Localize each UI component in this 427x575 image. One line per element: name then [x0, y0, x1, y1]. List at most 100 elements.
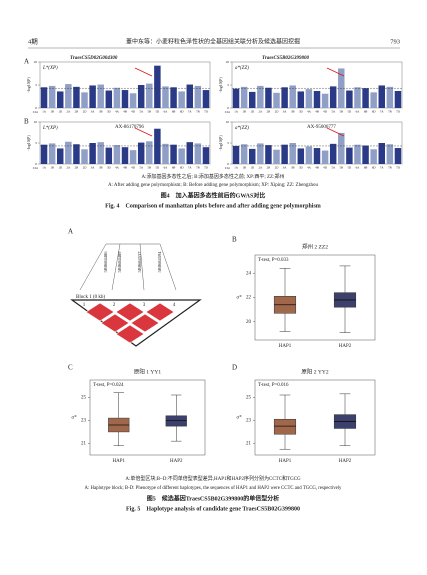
chromosome-signal	[97, 142, 104, 164]
chromosome-signal	[232, 88, 240, 108]
chromosome-signal	[354, 144, 361, 164]
box	[165, 415, 187, 427]
x-tick-label: 2B	[267, 166, 271, 170]
chromosome-signal	[202, 90, 210, 108]
x-tick-label: 7D	[396, 166, 401, 170]
trait-label: a*(ZZ)	[235, 66, 249, 71]
chromosome-signal	[240, 86, 248, 108]
x-tick-label: 6A	[356, 110, 361, 114]
chromosome-signal	[394, 148, 402, 164]
x-tick-label: 4B	[315, 166, 319, 170]
page-number: 793	[390, 38, 400, 45]
x-tick-label: 4B	[315, 110, 319, 114]
x-tick-label: 4B	[123, 110, 127, 114]
chromosome-signal	[329, 86, 337, 108]
ld-cell	[115, 302, 145, 322]
chromosome-signal	[113, 145, 121, 164]
y-axis-label: -log10(P)	[26, 135, 31, 151]
y-tick-label: 23	[246, 419, 252, 424]
chromosome-signal	[313, 90, 321, 108]
figure-title: Fig. 4 Comparison of manhattan plots bef…	[105, 203, 321, 209]
x-tick-label: 5B	[148, 166, 152, 170]
x-tick-label: 4B	[123, 166, 127, 170]
snp-index: 1	[83, 303, 86, 308]
x-axis-label: Chr	[225, 166, 231, 170]
chromosome-signal	[154, 65, 161, 108]
caption: A: Haplotype block; B-D: Phenotype of di…	[85, 486, 343, 491]
chromosome-signal	[273, 149, 280, 164]
y-axis-label: a*	[72, 416, 78, 421]
snp-connector	[139, 243, 145, 291]
x-tick-label: 6A	[164, 166, 169, 170]
chromosome-signal	[281, 87, 288, 108]
marker-arrow	[134, 127, 153, 137]
y-tick-label: 5	[35, 141, 37, 145]
y-tick-label: 20	[246, 320, 252, 325]
ld-cell	[100, 313, 130, 333]
y-tick-label: 22	[246, 296, 252, 301]
y-tick-label: 0	[227, 162, 229, 166]
box	[273, 418, 297, 435]
x-tick-label: 1A	[234, 110, 239, 114]
chromosome-signal	[232, 145, 240, 164]
chromosome-signal	[73, 86, 80, 108]
x-tick-label: 1D	[250, 110, 255, 114]
x-tick-label: 2B	[75, 166, 79, 170]
panel-letter: B	[232, 236, 237, 244]
x-axis-label: Chr	[33, 166, 39, 170]
x-tick-label: 5D	[348, 110, 353, 114]
chromosome-signal	[329, 143, 337, 164]
x-tick-label: 5B	[340, 166, 344, 170]
x-tick-label: 4D	[323, 166, 328, 170]
x-tick-label: 7B	[388, 110, 392, 114]
test-label: T-test, P=0.016	[258, 383, 289, 388]
marker-label: TraesCS5D02G004300	[70, 56, 118, 61]
x-tick-label: 4A	[115, 166, 120, 170]
x-tick-label: HAP1	[279, 459, 292, 464]
y-axis-label: -log10(P)	[218, 77, 223, 93]
x-tick-label: 3B	[291, 110, 295, 114]
chromosome-signal	[273, 92, 280, 108]
x-tick-label: HAP1	[112, 459, 125, 464]
snp-index: 3	[143, 303, 146, 308]
chromosome-signal	[289, 143, 296, 164]
x-tick-label: 5B	[148, 110, 152, 114]
trait-label: L*(XP)	[42, 66, 58, 71]
chromosome-signal	[137, 142, 145, 164]
x-tick-label: 3A	[283, 166, 288, 170]
x-tick-label: 6D	[372, 110, 377, 114]
chromosome-signal	[265, 87, 272, 108]
chromosome-signal	[57, 148, 64, 164]
chromosome-signal	[370, 92, 377, 108]
chromosome-signal	[97, 84, 104, 108]
snp-connector	[111, 243, 121, 291]
chromosome-signal	[162, 86, 169, 108]
x-tick-label: 7A	[188, 110, 193, 114]
marker-arrow	[326, 67, 345, 77]
chromosome-signal	[289, 85, 296, 108]
x-tick-label: 3D	[299, 110, 304, 114]
x-tick-label: 1D	[58, 110, 63, 114]
chromosome-signal	[297, 91, 305, 108]
chromosome-signal	[40, 87, 48, 108]
chromosome-signal	[105, 147, 113, 164]
x-tick-label: 2A	[66, 110, 71, 114]
x-tick-label: 3B	[291, 166, 295, 170]
x-tick-label: 6B	[364, 110, 368, 114]
x-tick-label: 7A	[188, 166, 193, 170]
chromosome-signal	[378, 143, 385, 164]
chromosome-signal	[57, 91, 64, 108]
y-tick-label: 0	[35, 106, 37, 110]
chromosome-signal	[146, 141, 153, 164]
x-tick-label: 2D	[275, 166, 280, 170]
x-tick-label: 7D	[396, 110, 401, 114]
chromosome-signal	[321, 93, 329, 108]
y-tick-label: 25	[81, 395, 87, 400]
block-label: Block 1 (0 kb)	[76, 295, 105, 300]
x-tick-label: 3D	[299, 166, 304, 170]
chromosome-signal	[346, 90, 353, 108]
test-label: T-test, P=0.033	[258, 258, 289, 263]
snp-label: 5B0684537	[137, 251, 142, 273]
chromosome-signal	[313, 148, 321, 164]
